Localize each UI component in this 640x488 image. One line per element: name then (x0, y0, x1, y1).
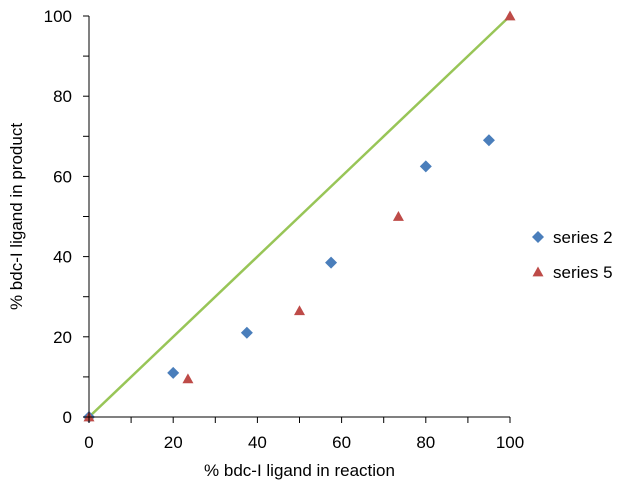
legend-label: series 2 (553, 228, 613, 247)
x-tick-label: 20 (164, 433, 183, 452)
legend-label: series 5 (553, 263, 613, 282)
x-tick-label: 0 (84, 433, 93, 452)
axes: 0 20 40 60 80 100 0 20 40 60 80 100 (44, 7, 525, 452)
y-tick-label: 20 (53, 328, 72, 347)
data-point-diamond (419, 160, 432, 173)
legend-marker-triangle (532, 266, 544, 277)
x-tick-label: 40 (248, 433, 267, 452)
reference-line-group (88, 15, 511, 418)
legend-item: series 2 (532, 228, 613, 247)
data-point-diamond (482, 134, 495, 147)
y-tick-label: 100 (44, 7, 72, 26)
x-tick-label: 60 (332, 433, 351, 452)
y-tick-label: 0 (63, 408, 72, 427)
x-axis-title: % bdc-I ligand in reaction (204, 461, 395, 480)
series-1-points (83, 134, 495, 423)
data-point-triangle (392, 211, 404, 221)
data-point-triangle (294, 305, 305, 316)
data-point-diamond (325, 256, 338, 269)
x-tick-label: 80 (416, 433, 435, 452)
y-tick-label: 60 (53, 167, 72, 186)
legend: series 2 series 5 (532, 228, 613, 282)
data-point-diamond (240, 326, 253, 339)
y-axis-title: % bdc-I ligand in product (7, 123, 26, 310)
y-tick-label: 40 (53, 248, 72, 267)
data-point-triangle (504, 10, 516, 21)
legend-marker-diamond (532, 231, 544, 243)
x-tick-label: 100 (496, 433, 524, 452)
reference-line (88, 15, 511, 418)
data-point-diamond (167, 366, 180, 379)
data-point-triangle (182, 373, 194, 384)
y-tick-label: 80 (53, 87, 72, 106)
legend-item: series 5 (532, 263, 613, 282)
